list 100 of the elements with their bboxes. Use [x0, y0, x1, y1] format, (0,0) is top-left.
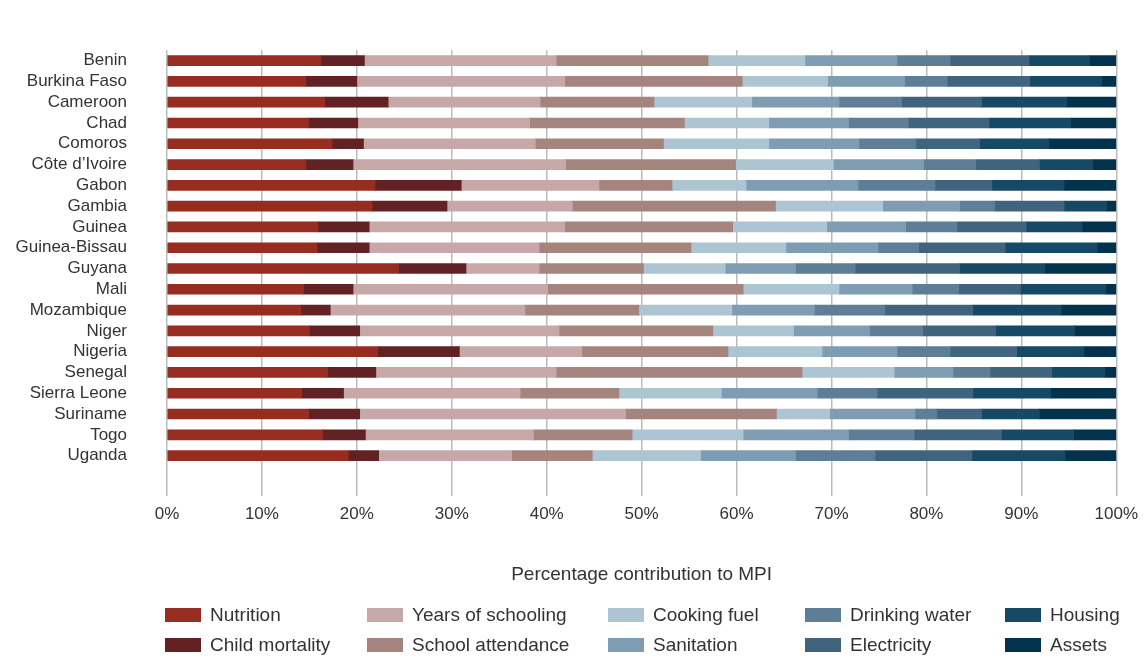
- bar: [167, 263, 399, 274]
- bar: [167, 96, 325, 108]
- bar: [564, 221, 734, 233]
- bar: [1083, 346, 1117, 357]
- bar: [742, 283, 840, 295]
- bar: [538, 242, 692, 254]
- y-tick-label: Chad: [86, 112, 127, 132]
- bar: [838, 96, 903, 108]
- bar: [368, 242, 540, 254]
- bar: [305, 159, 354, 170]
- bar: [1004, 242, 1098, 254]
- bar: [322, 429, 366, 441]
- bar: [838, 283, 913, 295]
- x-tick-label: 50%: [624, 503, 659, 523]
- bar: [167, 429, 324, 441]
- bar: [305, 76, 358, 87]
- bar: [988, 117, 1072, 129]
- bar: [309, 325, 361, 337]
- bar: [1070, 117, 1117, 129]
- bar: [848, 429, 915, 441]
- x-tick-label: 30%: [434, 503, 469, 523]
- bar: [558, 325, 714, 337]
- bar: [690, 242, 787, 254]
- bar: [854, 263, 960, 274]
- bar: [979, 138, 1050, 150]
- bar: [981, 96, 1068, 108]
- bar: [1051, 367, 1106, 378]
- bar: [167, 159, 306, 170]
- bar: [918, 242, 1006, 254]
- bar: [460, 180, 600, 191]
- bar: [363, 138, 536, 150]
- y-tick-label: Guinea: [72, 216, 128, 236]
- bar: [877, 242, 920, 254]
- bar: [991, 180, 1065, 191]
- bar: [882, 200, 960, 212]
- x-tick-label: 10%: [244, 503, 279, 523]
- bar: [793, 325, 870, 337]
- bar: [534, 138, 664, 150]
- x-tick-label: 100%: [1094, 503, 1138, 523]
- x-tick-label: 70%: [814, 503, 849, 523]
- bar: [317, 221, 370, 233]
- y-tick-label: Suriname: [54, 403, 127, 423]
- bar: [533, 429, 633, 441]
- bar: [167, 367, 328, 378]
- legend-label: Electricity: [850, 633, 932, 657]
- bar: [874, 450, 973, 461]
- bar: [538, 263, 644, 274]
- bar: [1092, 159, 1117, 170]
- bar: [1066, 96, 1117, 108]
- bar: [981, 408, 1040, 420]
- bar: [904, 76, 948, 87]
- bar: [989, 367, 1053, 378]
- y-tick-label: Niger: [86, 320, 128, 340]
- bar: [727, 346, 823, 357]
- bar: [1073, 429, 1117, 441]
- bar: [972, 387, 1052, 399]
- bar: [643, 263, 726, 274]
- bar: [1101, 76, 1117, 87]
- bar: [327, 367, 377, 378]
- bar: [581, 346, 729, 357]
- bar: [1039, 159, 1093, 170]
- legend-label: Assets: [1050, 633, 1108, 657]
- bar: [1044, 263, 1117, 274]
- bar: [1039, 408, 1117, 420]
- bar: [308, 408, 361, 420]
- bar: [167, 283, 305, 295]
- bar: [959, 263, 1046, 274]
- bar: [995, 325, 1075, 337]
- bar: [972, 304, 1062, 316]
- bar: [359, 325, 560, 337]
- bar: [343, 387, 521, 399]
- bar: [1016, 346, 1085, 357]
- bar: [946, 76, 1031, 87]
- legend-label: Years of schooling: [412, 603, 567, 627]
- bar: [167, 346, 379, 357]
- bar: [1063, 200, 1108, 212]
- bar: [368, 221, 566, 233]
- bar: [1096, 242, 1117, 254]
- bar: [913, 429, 1002, 441]
- bar: [958, 283, 1021, 295]
- bar: [745, 180, 859, 191]
- bar: [735, 159, 834, 170]
- bar: [598, 180, 673, 191]
- bar: [357, 117, 530, 129]
- bar: [1104, 367, 1117, 378]
- bar: [631, 429, 744, 441]
- y-tick-label: Mozambique: [29, 299, 127, 319]
- bar: [352, 283, 548, 295]
- bar: [785, 242, 879, 254]
- bar: [949, 346, 1017, 357]
- bar: [308, 117, 359, 129]
- bar: [1028, 55, 1091, 66]
- bar: [167, 450, 349, 461]
- bar: [775, 200, 884, 212]
- bar: [1025, 221, 1083, 233]
- bar: [936, 408, 982, 420]
- bar: [896, 346, 951, 357]
- bar: [387, 96, 541, 108]
- bar: [167, 138, 333, 150]
- legend-label: Cooking fuel: [653, 603, 759, 627]
